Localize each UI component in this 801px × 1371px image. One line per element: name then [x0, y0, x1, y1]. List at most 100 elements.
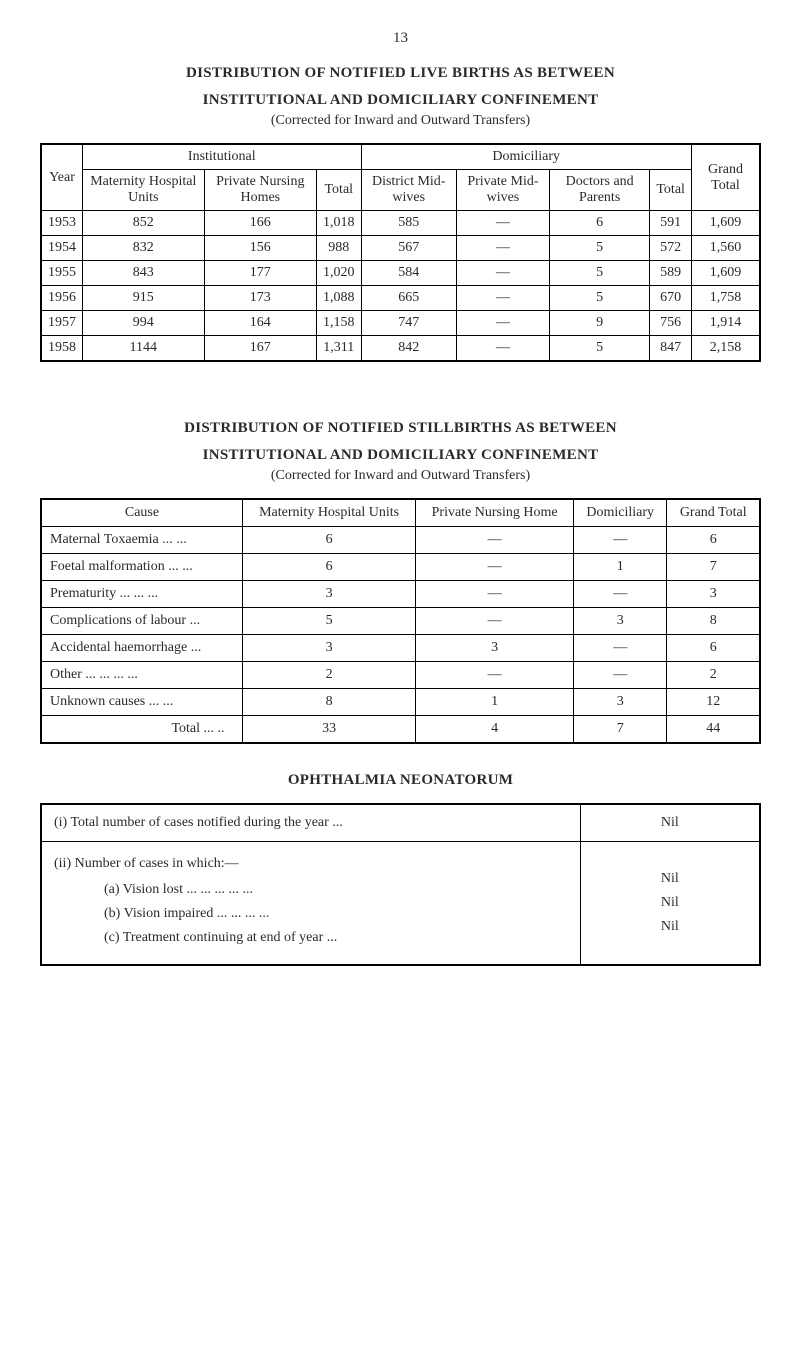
section1-title-line2: INSTITUTIONAL AND DOMICILIARY CONFINEMEN…	[40, 92, 761, 109]
cell: 670	[650, 286, 692, 311]
cell: 164	[204, 311, 316, 336]
cell: 1,560	[691, 236, 760, 261]
cell: —	[574, 662, 667, 689]
cell: 1144	[83, 336, 205, 362]
cell: 756	[650, 311, 692, 336]
th-grand2: Grand Total	[667, 499, 760, 527]
section2-title-line2: INSTITUTIONAL AND DOMICILIARY CONFINEMEN…	[40, 447, 761, 464]
table-row: 1954832156988567—55721,560	[41, 236, 760, 261]
page-number: 13	[40, 30, 761, 47]
section1-title-line1: DISTRIBUTION OF NOTIFIED LIVE BIRTHS AS …	[40, 65, 761, 82]
cell: 2	[667, 662, 760, 689]
cell: —	[416, 662, 574, 689]
cell: —	[416, 608, 574, 635]
cell: 2	[242, 662, 415, 689]
cell: 5	[549, 286, 649, 311]
th-total1: Total	[317, 170, 362, 211]
th-maternity: Maternity Hospital Units	[83, 170, 205, 211]
cell: 915	[83, 286, 205, 311]
th-institutional: Institutional	[83, 144, 362, 170]
cell: 6	[549, 211, 649, 236]
cell: —	[574, 581, 667, 608]
cell: 584	[361, 261, 456, 286]
th-dom2: Domiciliary	[574, 499, 667, 527]
sub-item-label: (b) Vision impaired ... ... ... ...	[104, 906, 568, 922]
cell: 156	[204, 236, 316, 261]
cell: 3	[574, 608, 667, 635]
cell: —	[456, 336, 549, 362]
sub-item-value: Nil	[593, 919, 747, 935]
cell: 177	[204, 261, 316, 286]
section1-subtitle: (Corrected for Inward and Outward Transf…	[40, 113, 761, 129]
cell: 589	[650, 261, 692, 286]
cell: 7	[667, 554, 760, 581]
th-year: Year	[41, 144, 83, 211]
cell: 1,914	[691, 311, 760, 336]
cell: —	[456, 211, 549, 236]
cell: 585	[361, 211, 456, 236]
cell: 5	[549, 261, 649, 286]
cell: 847	[650, 336, 692, 362]
cell: 5	[549, 336, 649, 362]
cell: —	[416, 554, 574, 581]
row2-heading: (ii) Number of cases in which:—	[54, 856, 568, 872]
cell: 1954	[41, 236, 83, 261]
stillbirths-table: Cause Maternity Hospital Units Private N…	[40, 498, 761, 744]
cell: 665	[361, 286, 456, 311]
cell: 4	[416, 716, 574, 744]
row2-val-cell: NilNilNil	[580, 842, 760, 966]
cell: 852	[83, 211, 205, 236]
table-row: Unknown causes ... ...81312	[41, 689, 760, 716]
cell: 3	[416, 635, 574, 662]
table-row: 19558431771,020584—55891,609	[41, 261, 760, 286]
cell: 3	[242, 581, 415, 608]
cell: Complications of labour ...	[41, 608, 242, 635]
cell: 6	[242, 554, 415, 581]
cell: 167	[204, 336, 316, 362]
th-private2: Private Nursing Home	[416, 499, 574, 527]
cell: 3	[574, 689, 667, 716]
cell: 3	[667, 581, 760, 608]
th-doctors: Doctors and Parents	[549, 170, 649, 211]
row1-val: Nil	[580, 804, 760, 842]
cell: 8	[242, 689, 415, 716]
cell: 1957	[41, 311, 83, 336]
sub-item-value: Nil	[593, 895, 747, 911]
cell: 6	[242, 527, 415, 554]
cell: 3	[242, 635, 415, 662]
table-row: Complications of labour ...5—38	[41, 608, 760, 635]
th-private-nursing: Private Nursing Homes	[204, 170, 316, 211]
cell: Other ... ... ... ...	[41, 662, 242, 689]
th-district: District Mid-wives	[361, 170, 456, 211]
cell: Prematurity ... ... ...	[41, 581, 242, 608]
cell: 33	[242, 716, 415, 744]
sub-item-label: (a) Vision lost ... ... ... ... ...	[104, 882, 568, 898]
cell: —	[456, 286, 549, 311]
cell: 567	[361, 236, 456, 261]
table-row: 19569151731,088665—56701,758	[41, 286, 760, 311]
th-maternity2: Maternity Hospital Units	[242, 499, 415, 527]
cell: 591	[650, 211, 692, 236]
live-births-table: Year Institutional Domiciliary Grand Tot…	[40, 143, 761, 362]
section2-subtitle: (Corrected for Inward and Outward Transf…	[40, 468, 761, 484]
cell: 843	[83, 261, 205, 286]
row1-label: (i) Total number of cases notified durin…	[41, 804, 580, 842]
th-total2: Total	[650, 170, 692, 211]
table-row: 195811441671,311842—58472,158	[41, 336, 760, 362]
cell: —	[574, 527, 667, 554]
th-cause: Cause	[41, 499, 242, 527]
cell: 8	[667, 608, 760, 635]
cell: 572	[650, 236, 692, 261]
cell: 9	[549, 311, 649, 336]
cell: 1,158	[317, 311, 362, 336]
cell: Foetal malformation ... ...	[41, 554, 242, 581]
cell: 1956	[41, 286, 83, 311]
table-row: 19538521661,018585—65911,609	[41, 211, 760, 236]
sub-item-label: (c) Treatment continuing at end of year …	[104, 930, 568, 946]
cell: 842	[361, 336, 456, 362]
row2-label-cell: (ii) Number of cases in which:— (a) Visi…	[41, 842, 580, 966]
cell: 2,158	[691, 336, 760, 362]
cell: —	[416, 527, 574, 554]
cell: 1	[416, 689, 574, 716]
cell: —	[456, 261, 549, 286]
